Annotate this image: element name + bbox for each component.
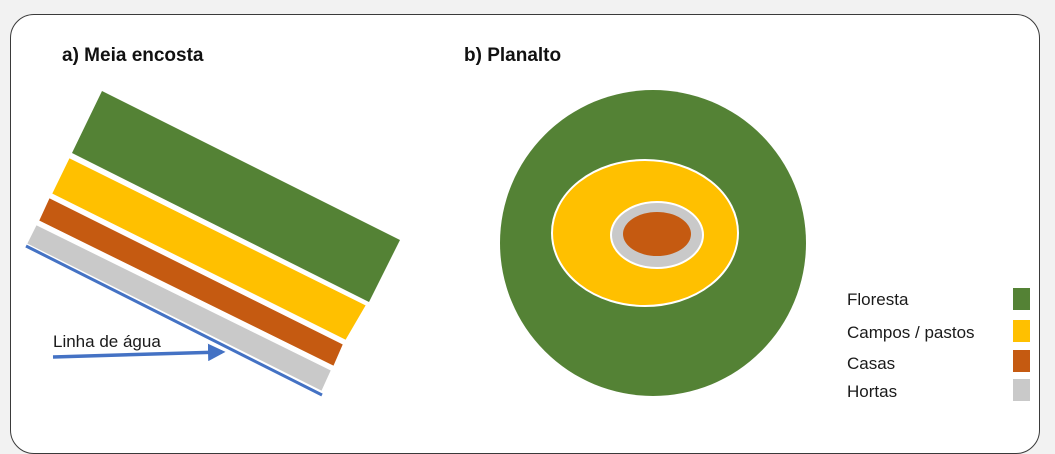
slope-band-hortas <box>24 222 334 394</box>
land-use-diagrams <box>24 90 806 397</box>
slope-band-casas <box>36 195 346 369</box>
plateau-diagram <box>500 90 806 396</box>
legend-swatch-campos-pastos <box>1013 320 1030 342</box>
legend-swatch-hortas <box>1013 379 1030 401</box>
legend-swatch-floresta <box>1013 288 1030 310</box>
water-line <box>25 244 323 397</box>
water-line-label: Linha de água <box>53 332 161 351</box>
title-meia-encosta: a) Meia encosta <box>62 45 204 66</box>
title-planalto: b) Planalto <box>464 45 562 66</box>
slope-band-floresta <box>72 91 400 302</box>
water-line-arrow <box>52 343 226 362</box>
legend-label-hortas: Hortas <box>847 382 898 401</box>
slope-band-campos-pastos <box>49 155 369 343</box>
ring-casas <box>623 212 691 256</box>
legend-label-casas: Casas <box>847 354 896 373</box>
legend-label-floresta: Floresta <box>847 290 909 309</box>
legend-label-campos-pastos: Campos / pastos <box>847 323 975 342</box>
legend-swatch-casas <box>1013 350 1030 372</box>
slope-diagram <box>24 91 400 397</box>
